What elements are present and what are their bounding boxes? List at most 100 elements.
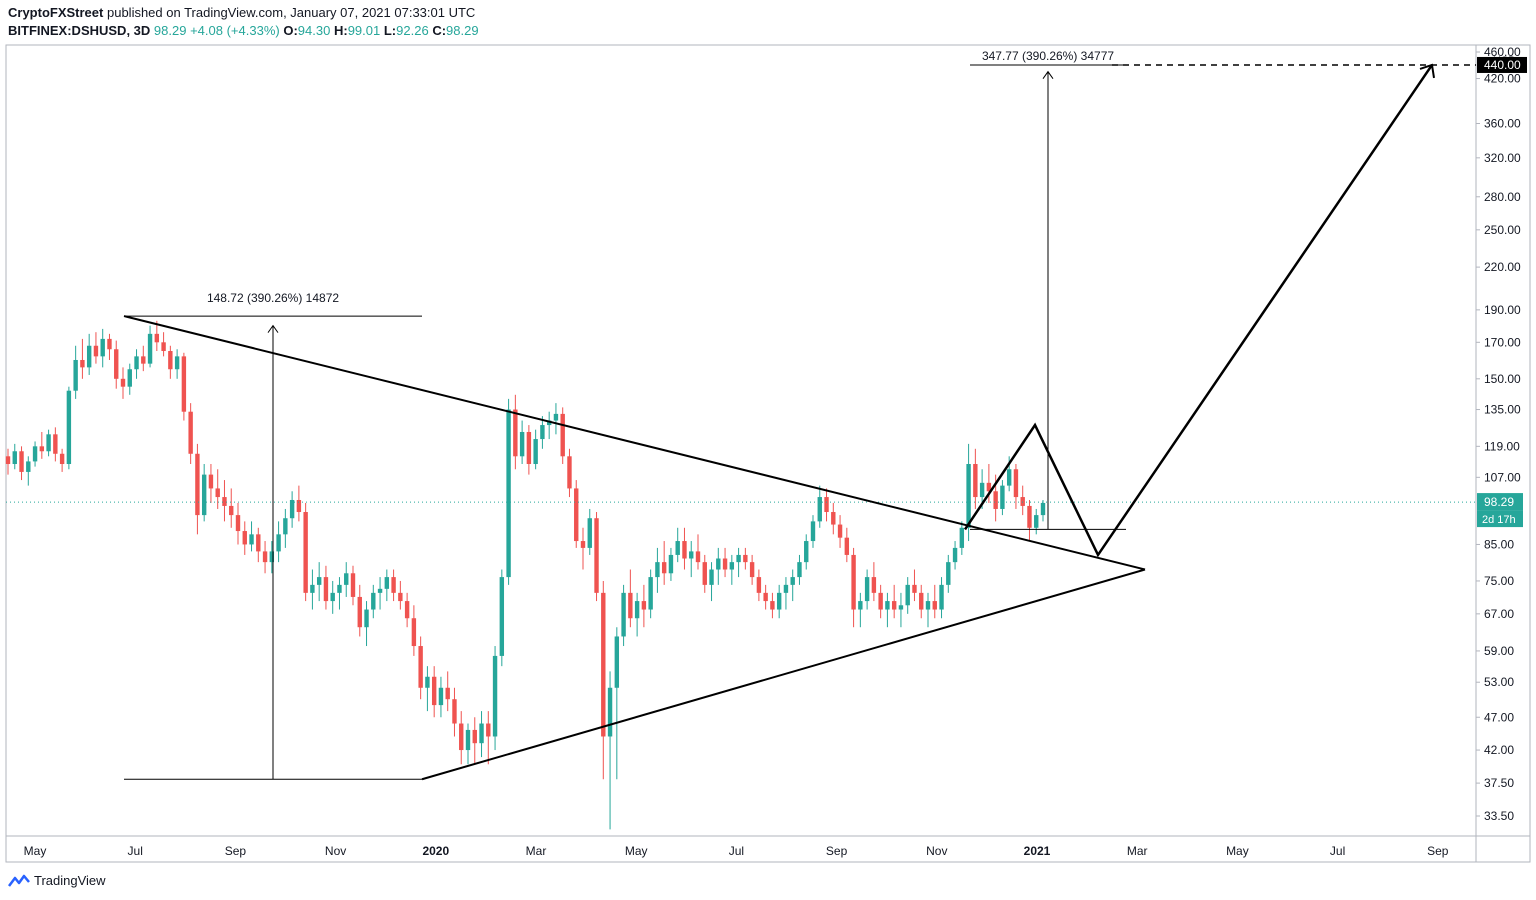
candle-body — [5, 456, 11, 465]
candle-body — [1013, 469, 1019, 498]
x-tick-label: Jul — [729, 844, 744, 858]
candle-body — [979, 482, 985, 498]
candle-body — [330, 592, 335, 602]
candle-body — [560, 413, 565, 457]
candle-body — [59, 453, 65, 465]
candle-body — [310, 584, 315, 593]
y-tick-label: 85.00 — [1484, 537, 1514, 551]
candle-body — [181, 356, 187, 412]
candle-body — [709, 569, 714, 585]
x-tick-label: May — [625, 844, 648, 858]
candle-body — [871, 577, 877, 593]
x-tick-label: Sep — [225, 844, 247, 858]
candle-body — [249, 534, 254, 545]
current-price-tag — [1477, 493, 1523, 511]
candle-body — [824, 497, 829, 513]
candle-body — [296, 499, 302, 513]
candle-body — [668, 554, 674, 574]
symbol-label[interactable]: BITFINEX:DSHUSD, 3D — [8, 23, 151, 38]
candle-body — [323, 577, 329, 602]
candle-body — [540, 425, 545, 440]
candle-body — [492, 655, 498, 737]
candle-body — [289, 499, 295, 519]
candle-body — [161, 342, 166, 352]
open-label: O: — [283, 23, 298, 38]
x-tick-label: Jul — [128, 844, 143, 858]
candle-body — [154, 333, 160, 343]
candle-body — [804, 541, 809, 563]
countdown-tag — [1477, 510, 1523, 528]
candle-body — [93, 345, 99, 357]
candle-body — [100, 338, 105, 357]
candle-body — [269, 551, 275, 563]
measure-arrow-head — [267, 324, 279, 333]
candle-body — [80, 359, 85, 368]
candle-body — [486, 723, 491, 737]
y-tick-label: 150.00 — [1484, 372, 1521, 386]
y-tick-label: 59.00 — [1484, 644, 1514, 658]
x-tick-label: May — [24, 844, 47, 858]
candle-body — [986, 482, 992, 492]
candle-body — [364, 609, 369, 628]
price-change: +4.08 (+4.33%) — [190, 23, 280, 38]
candle-body — [303, 512, 308, 593]
candle-body — [993, 491, 998, 509]
candle-body — [26, 461, 31, 472]
candle-body — [837, 524, 843, 538]
candle-body — [533, 439, 538, 465]
measure-label: 148.72 (390.26%) 14872 — [207, 291, 339, 305]
candle-body — [425, 676, 430, 688]
candle-body — [86, 345, 92, 368]
candle-body — [1000, 485, 1005, 509]
candle-body — [168, 351, 173, 370]
candle-body — [107, 338, 112, 350]
candle-body — [776, 592, 782, 610]
candle-body — [438, 687, 444, 706]
candle-body — [898, 605, 904, 610]
candle-body — [695, 551, 701, 563]
close-label: C: — [432, 23, 447, 38]
tradingview-brand: TradingView — [34, 873, 106, 888]
candle-body — [797, 562, 802, 578]
candle-body — [702, 562, 707, 585]
ohlc-legend: BITFINEX:DSHUSD, 3D 98.29 +4.08 (+4.33%)… — [8, 23, 479, 38]
ascending-trendline — [421, 568, 1146, 781]
y-tick-label: 170.00 — [1484, 335, 1521, 349]
candle-body — [256, 534, 261, 552]
target-price-label: 440.00 — [1484, 58, 1521, 72]
candle-body — [235, 515, 241, 532]
publisher-name[interactable]: CryptoFXStreet — [8, 5, 104, 20]
x-tick-label: Mar — [1127, 844, 1148, 858]
candle-body — [770, 601, 775, 610]
measure-label: 347.77 (390.26%) 34777 — [982, 49, 1114, 63]
candle-body — [641, 601, 647, 610]
candle-body — [891, 601, 897, 610]
candle-body — [946, 562, 951, 585]
y-tick-label: 53.00 — [1484, 675, 1514, 689]
last-price: 98.29 — [153, 23, 187, 38]
x-tick-label: Jul — [1330, 844, 1345, 858]
x-tick-label: Sep — [1427, 844, 1449, 858]
candle-body — [689, 551, 694, 559]
x-tick-label: Mar — [526, 844, 547, 858]
candle-body — [722, 558, 728, 570]
y-tick-label: 33.50 — [1484, 809, 1514, 823]
candle-body — [628, 592, 633, 619]
candle-body — [174, 356, 180, 370]
candle-body — [939, 584, 944, 610]
x-tick-label: May — [1226, 844, 1249, 858]
candle-body — [621, 592, 626, 637]
descending-trendline — [123, 315, 1146, 571]
candle-body — [763, 592, 768, 602]
candle-body — [506, 409, 511, 578]
candle-body — [607, 687, 613, 737]
candle-body — [661, 562, 667, 574]
candle-body — [377, 588, 383, 593]
candle-body — [919, 592, 924, 610]
y-tick-label: 75.00 — [1484, 574, 1514, 588]
candle-body — [344, 573, 349, 585]
x-tick-label: Nov — [325, 844, 346, 858]
tradingview-footer[interactable]: TradingView — [8, 873, 106, 888]
candle-body — [479, 723, 484, 744]
